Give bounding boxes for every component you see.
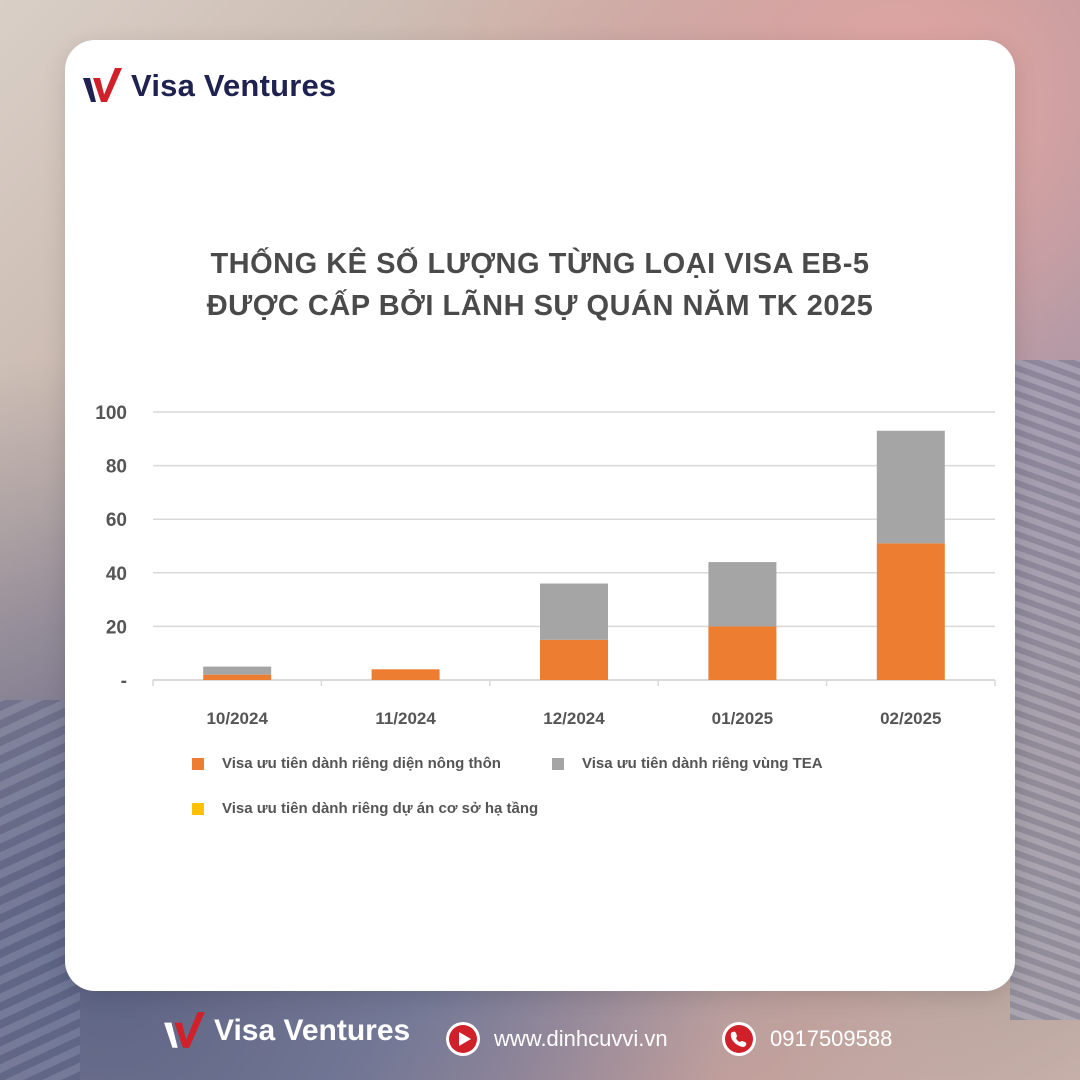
legend-item: Visa ưu tiên dành riêng vùng TEA bbox=[552, 755, 823, 772]
x-tick-label: 10/2024 bbox=[206, 709, 268, 728]
legend-item: Visa ưu tiên dành riêng diện nông thôn bbox=[192, 755, 501, 772]
legend-swatch bbox=[552, 757, 564, 770]
bar-segment bbox=[708, 562, 777, 627]
bar-segment bbox=[371, 669, 440, 680]
brand-logo: Visa Ventures bbox=[81, 66, 336, 106]
chart-title-line2: ĐƯỢC CẤP BỞI LÃNH SỰ QUÁN NĂM TK 2025 bbox=[206, 290, 874, 322]
content-card: Visa Ventures THỐNG KÊ SỐ LƯỢNG TỪNG LOẠ… bbox=[65, 40, 1015, 991]
stacked-bar-chart: - 20 40 60 80 100 10/2024 11/2024 12/2024 01/2025… bbox=[95, 403, 996, 728]
y-tick-label: 40 bbox=[106, 564, 127, 585]
visa-ventures-logo-icon bbox=[83, 68, 122, 102]
legend-item: Visa ưu tiên dành riêng dự án cơ sở hạ t… bbox=[192, 800, 538, 817]
legend-label: Visa ưu tiên dành riêng dự án cơ sở hạ t… bbox=[222, 800, 539, 817]
footer: Visa Ventures www.dinhcuvvi.vn 091750958… bbox=[0, 1000, 1080, 1080]
legend-label: Visa ưu tiên dành riêng vùng TEA bbox=[582, 755, 823, 772]
footer-logo-icon bbox=[164, 1012, 205, 1048]
bar-segment bbox=[203, 674, 272, 680]
footer-website[interactable]: www.dinhcuvvi.vn bbox=[446, 1022, 668, 1056]
phone-icon bbox=[722, 1022, 756, 1056]
footer-brand-name: Visa Ventures bbox=[214, 1014, 411, 1047]
bar-segment bbox=[876, 430, 945, 544]
bar-segment bbox=[540, 583, 608, 640]
legend-swatch bbox=[192, 802, 204, 815]
y-tick-label: 100 bbox=[95, 403, 127, 424]
x-tick-label: 11/2024 bbox=[375, 709, 436, 728]
brand-name: Visa Ventures bbox=[131, 68, 337, 103]
x-tick-label: 01/2025 bbox=[712, 709, 773, 728]
chart-title-line1: THỐNG KÊ SỐ LƯỢNG TỪNG LOẠI VISA EB-5 bbox=[210, 248, 870, 280]
y-tick-label: - bbox=[121, 671, 127, 692]
y-tick-label: 80 bbox=[106, 457, 127, 478]
y-tick-label: 20 bbox=[106, 617, 127, 638]
bar-segment bbox=[203, 666, 272, 675]
footer-website-text[interactable]: www.dinhcuvvi.vn bbox=[494, 1026, 668, 1051]
footer-phone[interactable]: 0917509588 bbox=[722, 1022, 892, 1056]
footer-brand: Visa Ventures bbox=[162, 1010, 410, 1052]
footer-phone-text[interactable]: 0917509588 bbox=[770, 1026, 893, 1051]
background-passport-right bbox=[1010, 360, 1080, 1020]
bar-segment bbox=[708, 626, 777, 680]
bar-segment bbox=[876, 543, 945, 680]
y-tick-label: 60 bbox=[106, 510, 127, 531]
bar-segment bbox=[540, 639, 608, 680]
legend-label: Visa ưu tiên dành riêng diện nông thôn bbox=[222, 755, 501, 772]
x-tick-label: 12/2024 bbox=[543, 709, 605, 728]
play-icon bbox=[446, 1022, 480, 1056]
legend-swatch bbox=[192, 757, 204, 770]
x-tick-label: 02/2025 bbox=[880, 709, 941, 728]
